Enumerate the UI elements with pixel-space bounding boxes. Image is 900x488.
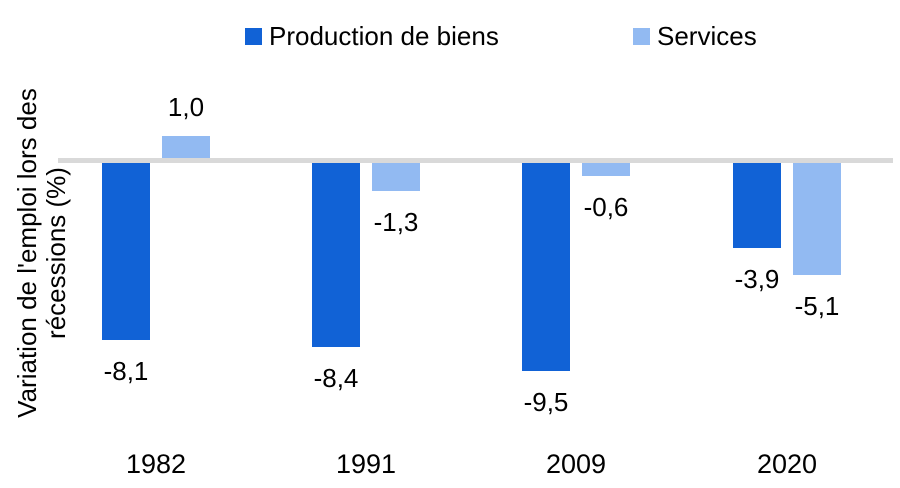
zero-axis-line: [58, 158, 893, 163]
bar-production-de-biens-1982: [102, 163, 150, 340]
legend-swatch-production-de-biens-icon: [245, 27, 262, 45]
legend-swatch-services-icon: [633, 27, 650, 45]
value-label-production-de-biens-1991: -8,4: [313, 363, 359, 393]
x-tick-1991: 1991: [335, 449, 397, 479]
value-label-services-1991: -1,3: [373, 207, 419, 237]
x-tick-2009: 2009: [545, 449, 607, 479]
value-label-production-de-biens-2009: -9,5: [523, 387, 569, 417]
value-label-services-2009: -0,6: [583, 192, 629, 222]
legend-item-production-de-biens: Production de biens: [245, 19, 499, 53]
value-label-services-1982: 1,0: [167, 92, 205, 122]
x-tick-2020: 2020: [756, 449, 818, 479]
bar-services-1982: [162, 136, 210, 158]
bar-services-1991: [372, 163, 420, 191]
legend-item-services: Services: [633, 19, 757, 53]
bar-services-2009: [582, 163, 630, 176]
bar-production-de-biens-2020: [733, 163, 781, 248]
value-label-services-2020: -5,1: [794, 291, 840, 321]
bar-services-2020: [793, 163, 841, 275]
x-tick-1982: 1982: [125, 449, 187, 479]
bar-production-de-biens-2009: [522, 163, 570, 371]
value-label-production-de-biens-1982: -8,1: [103, 356, 149, 386]
value-label-production-de-biens-2020: -3,9: [734, 264, 780, 294]
legend-label-production-de-biens: Production de biens: [269, 21, 499, 51]
bar-production-de-biens-1991: [312, 163, 360, 347]
legend-label-services: Services: [657, 21, 757, 51]
